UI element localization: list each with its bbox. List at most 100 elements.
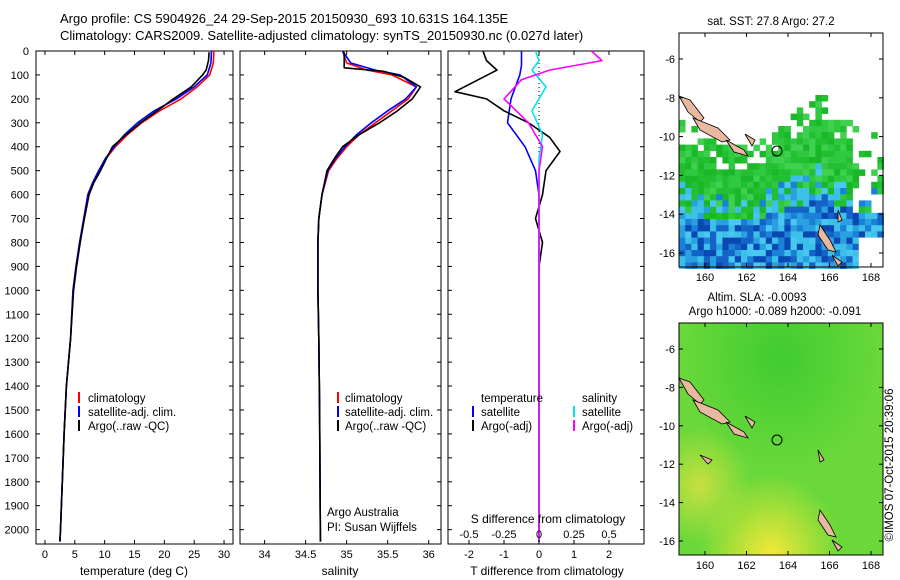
sst-cell — [827, 200, 835, 207]
sst-cell — [815, 119, 822, 127]
sst-cell — [741, 175, 748, 183]
sst-cell — [697, 175, 705, 183]
sst-cell — [803, 113, 810, 121]
sst-cell — [759, 181, 767, 189]
header-line-1: Argo profile: CS 5904926_24 29-Sep-2015 … — [60, 11, 509, 26]
sst-cell — [722, 206, 729, 214]
sst-cell — [691, 194, 698, 201]
sst-cell — [734, 200, 742, 207]
sst-cell — [834, 200, 841, 207]
sst-cell — [765, 181, 773, 189]
sst-cell — [877, 212, 884, 220]
sst-cell — [697, 243, 705, 251]
sst-cell — [691, 150, 698, 158]
sst-cell — [846, 256, 853, 263]
sst-cell — [759, 225, 767, 232]
sst-cell — [703, 163, 711, 170]
sst-cell — [846, 262, 853, 269]
sst-cell — [691, 256, 698, 263]
sst-cell — [852, 243, 860, 251]
sst-cell — [759, 243, 767, 251]
sst-cell — [809, 163, 816, 170]
sst-cell — [778, 175, 785, 183]
sst-cell — [815, 107, 822, 114]
sst-cell — [840, 119, 847, 127]
s-tick-label: -0.25 — [491, 529, 516, 541]
sst-cell — [796, 256, 804, 263]
sst-cell — [679, 169, 686, 176]
sst-cell — [753, 169, 760, 176]
sst-cell — [858, 169, 866, 176]
sst-cell — [722, 225, 729, 232]
sst-cell — [809, 150, 816, 158]
sst-cell — [710, 212, 717, 220]
sst-cell — [840, 262, 847, 269]
sst-cell — [827, 138, 835, 145]
sst-cell — [877, 262, 884, 269]
sst-cell — [858, 243, 866, 251]
sst-cell — [753, 219, 760, 226]
sst-cell — [865, 206, 872, 214]
sst-cell — [722, 194, 729, 201]
sst-cell — [803, 163, 810, 170]
sst-cell — [809, 132, 816, 139]
difference-series — [454, 51, 603, 544]
sst-cell — [697, 256, 705, 263]
sst-cell — [796, 175, 804, 183]
sst-cell — [728, 181, 736, 189]
sst-cell — [815, 212, 822, 220]
sla-map-title-1: Altim. SLA: -0.0093 — [707, 292, 806, 304]
sst-cell — [765, 250, 773, 257]
sst-cell — [834, 150, 841, 158]
legend-title-temperature: temperature — [481, 393, 543, 405]
sst-cell — [685, 169, 692, 176]
sst-cell — [821, 95, 829, 102]
sst-cell — [865, 212, 872, 220]
sst-cell — [728, 212, 736, 220]
sst-cell — [685, 144, 692, 152]
sst-cell — [772, 250, 779, 257]
map-lon-label: 168 — [862, 272, 880, 284]
sst-cell — [759, 219, 767, 226]
sst-cell — [784, 132, 791, 139]
map-lat-label: -10 — [659, 421, 675, 433]
sst-cell — [703, 231, 711, 238]
sst-cell — [840, 250, 847, 257]
sst-cell — [741, 250, 748, 257]
legend-label-argo: Argo(..raw -QC) — [345, 421, 426, 433]
sst-cell — [809, 200, 816, 207]
sst-cell — [871, 219, 878, 226]
sst-cell — [827, 150, 835, 158]
sst-cell — [871, 188, 878, 195]
sst-cell — [858, 231, 866, 238]
sst-cell — [778, 157, 785, 164]
sst-cell — [846, 250, 853, 257]
sst-cell — [871, 256, 878, 263]
sst-cell — [703, 200, 711, 207]
sst-cell — [834, 194, 841, 201]
sst-cell — [815, 206, 822, 214]
sst-cell — [685, 181, 692, 189]
sst-cell — [796, 163, 804, 170]
depth-tick-label: 100 — [11, 70, 29, 82]
sst-cell — [803, 262, 810, 269]
difference-xlabel-t: T difference from climatology — [470, 564, 624, 578]
sst-cell — [759, 206, 767, 214]
x-tick-label: 34 — [258, 549, 270, 561]
sst-cell — [865, 243, 872, 251]
difference-legend: temperature satellite Argo(-adj) salinit… — [472, 393, 633, 433]
sst-cell — [784, 157, 791, 164]
sst-cell — [809, 250, 816, 257]
x-tick-label: 5 — [72, 549, 78, 561]
depth-tick-label: 1400 — [5, 381, 29, 393]
sst-cell — [747, 250, 754, 257]
sst-cell — [796, 231, 804, 238]
map-lat-label: -8 — [665, 93, 675, 105]
sst-cell — [821, 194, 829, 201]
sst-cell — [809, 144, 816, 152]
coastline-islands — [678, 377, 843, 552]
sst-cell — [722, 212, 729, 220]
sst-cell — [772, 181, 779, 189]
sst-cell — [803, 225, 810, 232]
sst-cell — [710, 157, 717, 164]
